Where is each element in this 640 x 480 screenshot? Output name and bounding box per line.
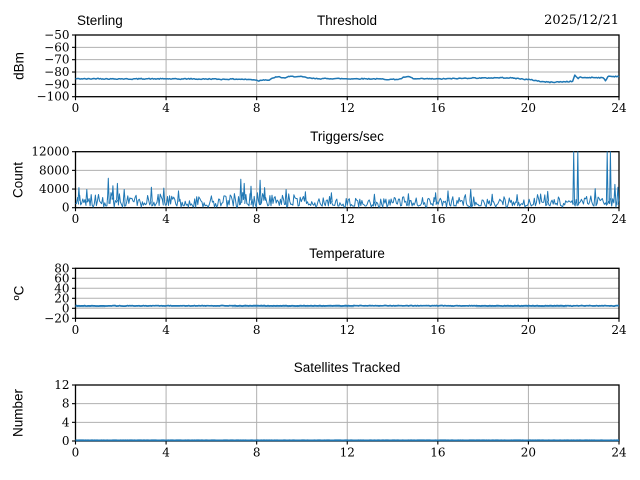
x-tick-label: 24 <box>611 212 627 226</box>
chart-title-threshold: Threshold <box>316 13 378 28</box>
y-tick-label: −100 <box>37 90 70 104</box>
y-tick-label: 0 <box>62 301 70 315</box>
signal-strength-dbm <box>75 74 620 84</box>
temperature-celsius <box>75 304 619 307</box>
chart-title-temperature: Temperature <box>309 246 385 261</box>
x-tick-label: 16 <box>430 446 445 460</box>
x-tick-label: 4 <box>162 212 170 226</box>
y-tick-label: 4 <box>62 415 70 429</box>
y-tick-label: 12000 <box>31 145 69 159</box>
ylabel-count: Count <box>10 161 26 199</box>
x-tick-label: 4 <box>162 323 170 337</box>
x-tick-label: 16 <box>430 212 445 226</box>
x-tick-label: 12 <box>340 212 355 226</box>
x-tick-label: 20 <box>521 323 536 337</box>
x-tick-label: 8 <box>253 323 261 337</box>
y-tick-label: −90 <box>44 77 69 91</box>
x-tick-label: 16 <box>430 101 445 115</box>
x-tick-label: 12 <box>340 101 355 115</box>
x-tick-label: 24 <box>611 323 627 337</box>
x-tick-label: 12 <box>340 446 355 460</box>
x-tick-label: 16 <box>430 323 445 337</box>
date-label: 2025/12/21 <box>544 13 619 28</box>
y-tick-label: −70 <box>44 53 69 67</box>
y-tick-label: 20 <box>54 291 69 305</box>
x-tick-label: 0 <box>72 101 80 115</box>
chart-title-triggers: Triggers/sec <box>310 129 384 144</box>
x-tick-label: 0 <box>72 323 80 337</box>
ylabel-celsius: ºC <box>11 285 27 301</box>
y-tick-label: −80 <box>44 65 69 79</box>
y-tick-label: 0 <box>62 201 70 215</box>
ylabel-dbm: dBm <box>11 52 27 80</box>
y-tick-label: 12 <box>54 378 69 392</box>
x-tick-label: 4 <box>162 446 170 460</box>
x-tick-label: 24 <box>611 101 627 115</box>
station-name-label: Sterling <box>77 13 123 28</box>
y-tick-label: −60 <box>44 40 69 54</box>
x-tick-label: 12 <box>340 323 355 337</box>
y-tick-label: 4000 <box>39 182 70 196</box>
x-tick-label: 20 <box>521 212 536 226</box>
y-tick-label: 0 <box>62 434 70 448</box>
y-tick-label: 8000 <box>39 163 70 177</box>
x-tick-label: 8 <box>253 101 261 115</box>
trigger-rate-count <box>75 151 620 208</box>
x-tick-label: 24 <box>611 446 627 460</box>
y-tick-label: 40 <box>54 281 69 295</box>
x-tick-label: 8 <box>253 446 261 460</box>
y-tick-label: −20 <box>44 311 69 325</box>
x-tick-label: 8 <box>253 212 261 226</box>
chart-title-satellites: Satellites Tracked <box>293 360 401 375</box>
y-tick-label: 60 <box>54 271 69 285</box>
ylabel-number: Number <box>10 388 26 438</box>
x-tick-label: 0 <box>72 446 80 460</box>
x-tick-label: 20 <box>521 446 536 460</box>
x-tick-label: 0 <box>72 212 80 226</box>
y-tick-label: 80 <box>54 261 69 275</box>
y-tick-label: −50 <box>44 28 69 42</box>
x-tick-label: 4 <box>162 101 170 115</box>
x-tick-label: 20 <box>521 101 536 115</box>
y-tick-label: 8 <box>62 397 70 411</box>
